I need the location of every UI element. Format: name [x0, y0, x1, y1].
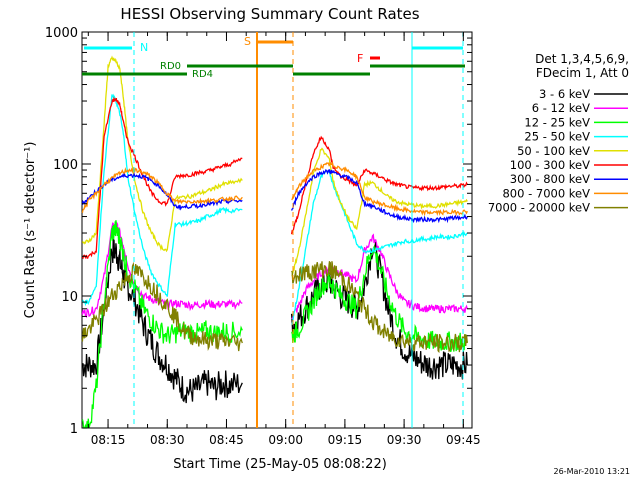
y-axis-label: Count Rate (s⁻¹ detector⁻¹) [23, 142, 38, 319]
flare-label: F [357, 52, 363, 65]
series-line-100-300-keV-b [290, 135, 468, 235]
series-line-50-100-keV-b [291, 147, 468, 277]
x-tick-label: 09:00 [268, 433, 303, 447]
decim-rd0-label: RD0 [160, 61, 181, 72]
x-tick-label: 08:30 [150, 433, 185, 447]
decim-rd4-label: RD4 [192, 69, 213, 80]
legend-label: 7000 - 20000 keV [488, 201, 590, 215]
plot-frame [81, 31, 473, 429]
series-line-800-7000-keV-a [81, 167, 243, 213]
y-tick-label: 1 [70, 422, 78, 437]
series-line-12-25-keV-a [81, 220, 243, 429]
series-line-12-25-keV-b [290, 245, 468, 352]
x-tick-label: 08:45 [209, 433, 244, 447]
y-tick-label: 1000 [45, 26, 78, 41]
chart-title: HESSI Observing Summary Count Rates [120, 5, 419, 23]
x-tick-label: 09:30 [387, 433, 422, 447]
chart-axes: 08:15 08:30 08:45 09:00 09:15 09:30 09:45 1 10 10… [45, 26, 481, 447]
chart-marks [81, 55, 468, 429]
x-tick-label: 09:45 [446, 433, 481, 447]
legend-label: 6 - 12 keV [532, 101, 590, 115]
series-line-800-7000-keV-b [291, 160, 468, 217]
series-line-3-6-keV-a [81, 238, 243, 404]
series-line-50-100-keV-a [81, 55, 243, 253]
legend-label: 800 - 7000 keV [502, 186, 590, 200]
series-line-7000-20000-keV-b [291, 261, 468, 354]
series-line-300-800-keV-b [290, 168, 468, 224]
chart-annotations: N S F RD0 RD4 [82, 32, 465, 428]
x-axis-label: Start Time (25-May-05 08:08:22) [173, 457, 387, 472]
timestamp: 26-Mar-2010 13:21 [554, 467, 631, 476]
legend-header-1: Det 1,3,4,5,6,9, [535, 52, 629, 66]
y-tick-label: 10 [61, 290, 78, 305]
series-line-7000-20000-keV-a [81, 261, 243, 352]
night-label: N [140, 41, 148, 54]
x-tick-label: 09:15 [328, 433, 363, 447]
legend-header-2: FDecim 1, Att 0 [536, 66, 629, 80]
series-line-6-12-keV-a [81, 221, 243, 319]
y-tick-label: 100 [53, 158, 78, 173]
x-tick-label: 08:15 [91, 433, 126, 447]
saa-label: S [244, 35, 251, 48]
legend-label: 300 - 800 keV [510, 172, 590, 186]
legend-label: 12 - 25 keV [524, 115, 590, 129]
series-line-25-50-keV-b [291, 169, 468, 325]
series-line-100-300-keV-a [81, 96, 243, 260]
legend-label: 25 - 50 keV [524, 130, 590, 144]
series-line-25-50-keV-a [81, 93, 243, 307]
series-line-6-12-keV-b [291, 233, 468, 320]
legend-label: 100 - 300 keV [510, 158, 590, 172]
legend-label: 3 - 6 keV [539, 87, 590, 101]
legend-label: 50 - 100 keV [517, 144, 590, 158]
